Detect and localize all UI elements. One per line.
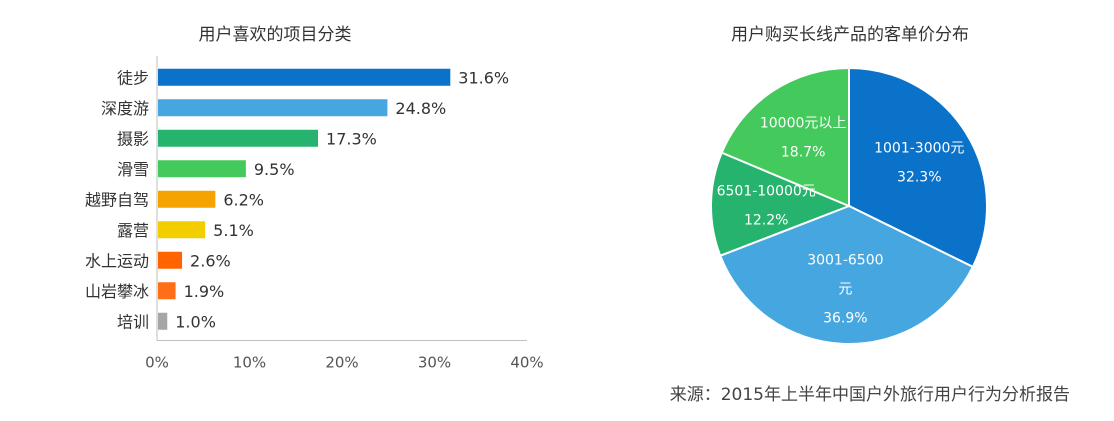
bar-value-label: 2.6% bbox=[190, 251, 231, 270]
pie-slice-value: 12.2% bbox=[744, 212, 788, 228]
bar bbox=[158, 68, 451, 86]
pie-chart: 用户购买长线产品的客单价分布 1001-3000元 32.3% 3001-6500 元… bbox=[710, 25, 988, 345]
category-label: 山岩攀冰 bbox=[85, 282, 149, 301]
category-label: 越野自驾 bbox=[85, 190, 149, 209]
category-label: 徒步 bbox=[117, 68, 149, 87]
pie-slice bbox=[710, 151, 852, 258]
source-note: 来源：2015年上半年中国户外旅行用户行为分析报告 bbox=[670, 385, 1070, 405]
bar-value-label: 9.5% bbox=[254, 160, 295, 179]
pie-chart-title: 用户购买长线产品的客单价分布 bbox=[731, 25, 969, 45]
bar-chart: 用户喜欢的项目分类 徒步 31.6% 深度游 24.8% 摄影 17.3% 滑雪 9.5% 越野… bbox=[85, 25, 544, 372]
category-label: 深度游 bbox=[101, 99, 149, 118]
bar-value-label: 6.2% bbox=[223, 190, 264, 209]
bar-value-label: 31.6% bbox=[458, 68, 509, 87]
pie-slice-value: 36.9% bbox=[823, 311, 867, 327]
x-axis-ticks: 0% 10% 20% 30% 40% bbox=[145, 354, 544, 372]
category-label: 水上运动 bbox=[85, 251, 149, 270]
bar-value-label: 5.1% bbox=[213, 221, 254, 240]
pie-slice-value: 18.7% bbox=[781, 145, 825, 161]
category-label: 摄影 bbox=[117, 129, 149, 148]
pie-slice bbox=[718, 204, 975, 345]
bar bbox=[158, 251, 183, 269]
pie-slice-value: 32.3% bbox=[897, 170, 941, 186]
bar-value-label: 24.8% bbox=[395, 99, 446, 118]
pie-slice-label: 10000元以上 bbox=[760, 116, 847, 132]
bar-rows: 徒步 31.6% 深度游 24.8% 摄影 17.3% 滑雪 9.5% 越野自驾 6.2% 露营 5.… bbox=[85, 68, 509, 331]
pie-labels: 1001-3000元 32.3% 3001-6500 元 36.9% 6501-10000… bbox=[717, 116, 965, 327]
bar-value-label: 1.9% bbox=[184, 282, 225, 301]
bar-chart-title: 用户喜欢的项目分类 bbox=[199, 25, 352, 45]
x-tick-label: 10% bbox=[233, 354, 266, 372]
category-label: 露营 bbox=[117, 221, 149, 240]
category-label: 滑雪 bbox=[117, 160, 149, 179]
bar bbox=[158, 99, 388, 117]
bar bbox=[158, 312, 168, 330]
pie-slice-label: 1001-3000元 bbox=[874, 141, 964, 157]
pie-slice-label: 6501-10000元 bbox=[717, 183, 816, 199]
x-tick-label: 20% bbox=[325, 354, 358, 372]
bar bbox=[158, 129, 319, 147]
bar bbox=[158, 282, 176, 300]
x-tick-label: 30% bbox=[418, 354, 451, 372]
x-tick-label: 40% bbox=[510, 354, 543, 372]
pie-slice bbox=[848, 66, 988, 269]
pie-slice-label: 元 bbox=[838, 282, 852, 298]
bar-value-label: 17.3% bbox=[326, 129, 377, 148]
bar bbox=[158, 190, 216, 208]
x-tick-label: 0% bbox=[145, 354, 169, 372]
bar-value-label: 1.0% bbox=[175, 312, 216, 331]
bar bbox=[158, 221, 206, 239]
pie-slice bbox=[720, 66, 850, 208]
pie-slices bbox=[710, 66, 988, 345]
pie-slice-label: 3001-6500 bbox=[807, 253, 883, 269]
bar bbox=[158, 160, 246, 178]
category-label: 培训 bbox=[117, 312, 149, 331]
